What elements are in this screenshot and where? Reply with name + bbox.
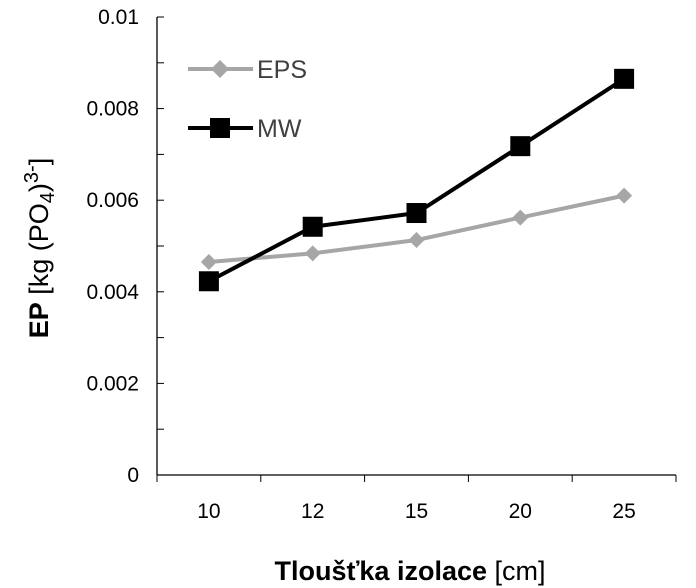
- y-axis-title-bold: EP: [24, 302, 54, 338]
- y-axis-title-close: ): [24, 183, 54, 192]
- y-tick-label: 0.01: [98, 6, 139, 29]
- series-layer: [198, 68, 635, 292]
- eps-point: [512, 209, 529, 226]
- legend-item-mw: MW: [188, 115, 302, 143]
- y-tick-label: 0: [127, 464, 139, 487]
- x-tick-label: 12: [301, 500, 324, 523]
- x-tick-label: 25: [612, 500, 635, 523]
- mw-point: [614, 68, 635, 89]
- mw-line: [207, 77, 626, 284]
- y-tick-label: 0.002: [86, 372, 139, 395]
- y-axis-title-superscript: 3-: [21, 165, 43, 183]
- mw-point: [406, 203, 427, 224]
- legend-swatch-marker: [211, 60, 229, 78]
- mw-point: [510, 136, 531, 157]
- series-mw: [198, 68, 635, 292]
- mw-point: [302, 216, 323, 237]
- y-axis-title-unit: [kg (PO: [24, 203, 54, 302]
- y-tick-label: 0.008: [86, 98, 139, 121]
- legend: EPS MW: [188, 56, 307, 143]
- eps-point: [408, 232, 425, 249]
- series-eps: [200, 187, 633, 271]
- x-tick-label: 15: [405, 500, 428, 523]
- legend-label-mw: MW: [257, 115, 302, 143]
- axes: 0 0.002 0.004 0.006 0.008 0.01 10 12 15 20 25: [86, 6, 677, 523]
- y-axis-title: EP [kg (PO4)3-]: [21, 158, 58, 339]
- y-axis-title-end: ]: [24, 158, 54, 166]
- eps-point: [616, 187, 633, 204]
- x-tick-label: 10: [197, 500, 220, 523]
- eps-point: [200, 254, 217, 271]
- legend-swatch-marker: [210, 118, 230, 138]
- y-tick-label: 0.006: [86, 189, 139, 212]
- x-tick-label: 20: [509, 500, 532, 523]
- eps-point: [304, 245, 321, 262]
- mw-point: [198, 271, 219, 292]
- x-axis-title-bold: Tloušťka izolace: [274, 556, 487, 586]
- y-tick-label: 0.004: [86, 281, 139, 304]
- x-axis-title-unit: [cm]: [487, 556, 546, 586]
- legend-item-eps: EPS: [188, 56, 307, 84]
- legend-label-eps: EPS: [257, 56, 307, 84]
- x-axis-title: Tloušťka izolace [cm]: [274, 556, 545, 586]
- y-axis-title-subscript: 4: [37, 192, 59, 203]
